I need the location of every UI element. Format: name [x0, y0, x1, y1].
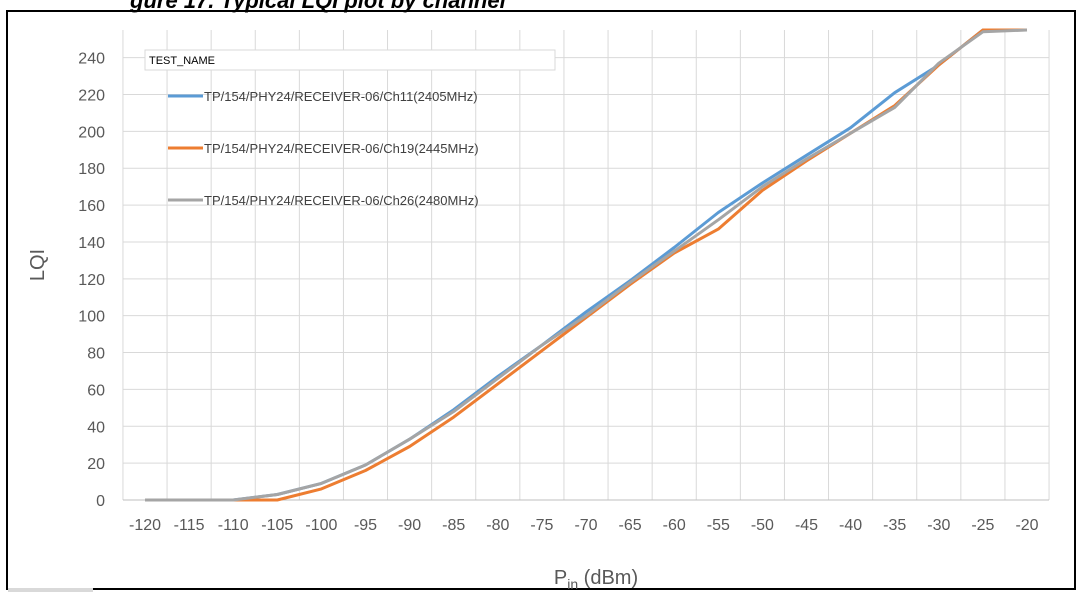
y-tick-label: 120	[78, 272, 105, 289]
x-tick-label: -100	[305, 517, 337, 534]
y-tick-label: 40	[87, 419, 105, 436]
y-tick-label: 140	[78, 235, 105, 252]
y-tick-label: 160	[78, 198, 105, 215]
x-tick-label: -105	[261, 517, 293, 534]
x-tick-label: -65	[619, 517, 642, 534]
series-line-3	[145, 28, 1028, 502]
y-tick-label: 60	[87, 382, 105, 399]
y-tick-label: 180	[78, 161, 105, 178]
x-tick-label: -50	[751, 517, 774, 534]
x-tick-label: -30	[927, 517, 950, 534]
x-axis-title-unit: (dBm)	[578, 567, 638, 589]
legend-label-1: TP/154/PHY24/RECEIVER-06/Ch11(2405MHz)	[204, 89, 478, 104]
x-tick-labels: -120 -115 -110 -105 -100 -95 -90 -85 -80 -75 -70 -6…	[129, 517, 1039, 534]
x-tick-label: -110	[218, 517, 249, 534]
y-tick-label: 220	[78, 88, 105, 105]
x-tick-label: -20	[1015, 517, 1038, 534]
legend-title-box	[144, 49, 556, 71]
legend-label-3: TP/154/PHY24/RECEIVER-06/Ch26(2480MHz)	[204, 193, 479, 208]
y-tick-labels: 0 20 40 60 80 100 120 140 160 180 200 220 240	[78, 51, 105, 510]
y-axis-title: LQI	[27, 249, 49, 281]
x-tick-label: -70	[574, 517, 597, 534]
x-tick-label: -45	[795, 517, 818, 534]
legend: TEST_NAME TP/154/PHY24/RECEIVER-06/Ch11(…	[144, 49, 556, 208]
y-tick-label: 80	[87, 346, 105, 363]
x-axis-title: Pin (dBm)	[554, 567, 638, 592]
x-tick-label: -75	[530, 517, 553, 534]
x-tick-label: -120	[129, 517, 161, 534]
x-tick-label: -40	[839, 517, 862, 534]
x-tick-label: -90	[398, 517, 421, 534]
clipped-figure-title: gure 17. Typical LQI plot by channel	[130, 0, 506, 13]
y-tick-label: 0	[96, 493, 105, 510]
x-tick-label: -85	[442, 517, 465, 534]
x-tick-label: -55	[707, 517, 730, 534]
y-tick-label: 20	[87, 456, 105, 473]
corner-tab	[8, 588, 93, 592]
x-tick-label: -95	[354, 517, 377, 534]
x-tick-label: -35	[883, 517, 906, 534]
x-tick-label: -80	[486, 517, 509, 534]
y-tick-label: 240	[78, 51, 105, 68]
y-tick-label: 200	[78, 124, 105, 141]
y-tick-label: 100	[78, 309, 105, 326]
x-tick-label: -25	[971, 517, 994, 534]
x-axis-title-sub: in	[567, 576, 578, 592]
grid-lines	[122, 30, 1050, 501]
chart-frame	[6, 10, 1076, 590]
x-tick-label: -115	[174, 517, 205, 534]
series-lines	[145, 28, 1028, 502]
legend-items: TP/154/PHY24/RECEIVER-06/Ch11(2405MHz) TP…	[168, 89, 479, 208]
legend-label-2: TP/154/PHY24/RECEIVER-06/Ch19(2445MHz)	[204, 141, 479, 156]
x-axis-title-main: P	[554, 567, 567, 589]
x-tick-label: -60	[663, 517, 686, 534]
legend-title: TEST_NAME	[149, 55, 215, 67]
